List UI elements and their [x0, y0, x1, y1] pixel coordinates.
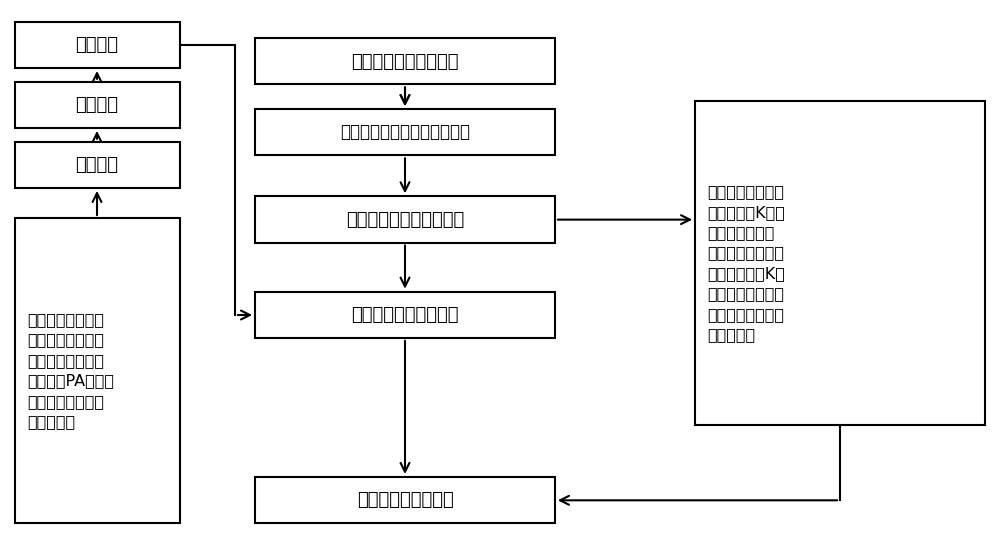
Text: 聚类分析: 聚类分析: [76, 156, 119, 174]
FancyBboxPatch shape: [15, 218, 180, 523]
FancyBboxPatch shape: [255, 109, 555, 155]
FancyBboxPatch shape: [255, 292, 555, 338]
Text: 相似分析: 相似分析: [76, 36, 119, 54]
FancyBboxPatch shape: [255, 38, 555, 84]
FancyBboxPatch shape: [255, 477, 555, 523]
Text: 代表电站参数：综
合出力系数K值、
实时发电水头。
非代表电站参数：
综合出力系数K值
比例关系、天然径
流比例关系、固定
发电水头。: 代表电站参数：综 合出力系数K值、 实时发电水头。 非代表电站参数： 综合出力系…: [707, 184, 785, 342]
Text: 逐步回归: 逐步回归: [76, 96, 119, 114]
FancyBboxPatch shape: [255, 196, 555, 243]
Text: 流域梯级总电量测算: 流域梯级总电量测算: [357, 491, 453, 510]
FancyBboxPatch shape: [15, 142, 180, 188]
Text: 流域资料信息提取及处理: 流域资料信息提取及处理: [346, 210, 464, 229]
Text: 代表电站天然径流预报: 代表电站天然径流预报: [351, 306, 459, 324]
FancyBboxPatch shape: [15, 22, 180, 68]
FancyBboxPatch shape: [15, 82, 180, 128]
Text: 代表电站选择及拓扑关系概化: 代表电站选择及拓扑关系概化: [340, 123, 470, 142]
FancyBboxPatch shape: [695, 101, 985, 425]
Text: 历史场次洪水信息
统计：降水量、天
然径流量、前期土
壤含水量PA、三层
产流量、三层土壤
含水量等。: 历史场次洪水信息 统计：降水量、天 然径流量、前期土 壤含水量PA、三层 产流量…: [27, 312, 114, 429]
Text: 流域水力拓扑关系构建: 流域水力拓扑关系构建: [351, 52, 459, 71]
